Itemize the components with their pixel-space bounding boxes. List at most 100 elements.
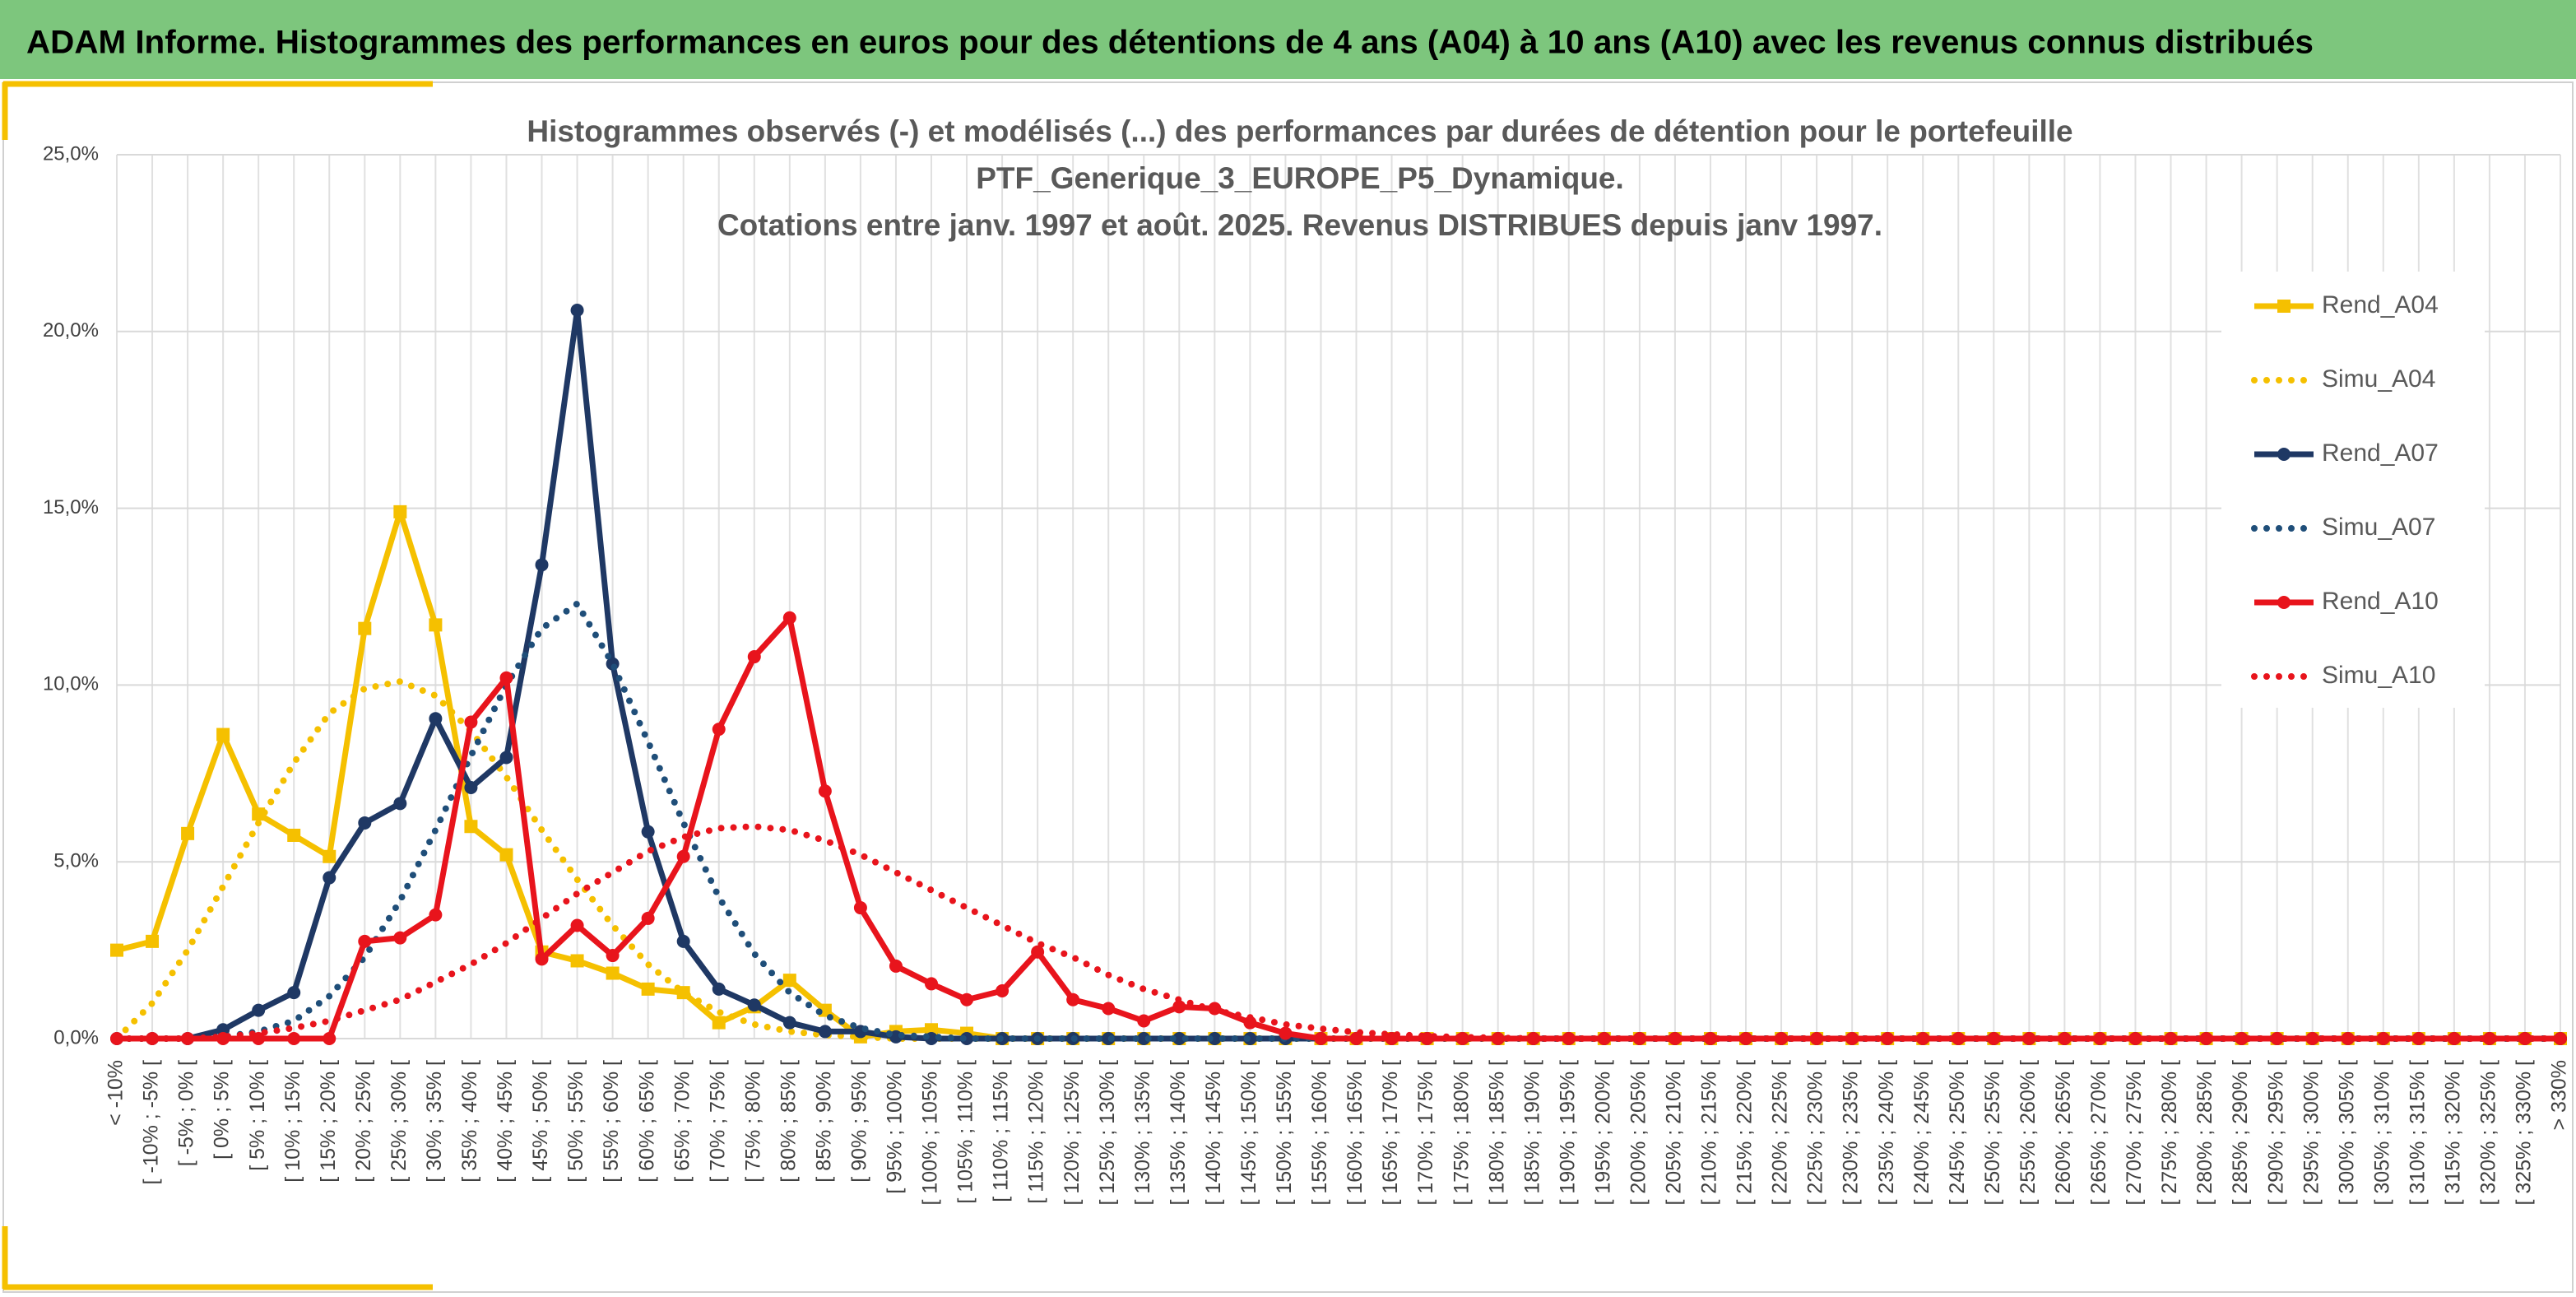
x-tick-label: [ 75% ; 80% [ (741, 1060, 764, 1183)
marker (535, 558, 549, 572)
x-tick-label: [ 25% ; 30% [ (388, 1060, 411, 1183)
x-tick-label: [ 230% ; 235% [ (1840, 1060, 1863, 1206)
x-tick-label: [ 70% ; 75% [ (706, 1060, 729, 1183)
legend-box (2221, 272, 2485, 708)
marker (996, 984, 1010, 998)
marker (782, 974, 796, 988)
marker (2554, 1032, 2567, 1045)
marker (146, 934, 160, 948)
x-tick-label: > 330% (2548, 1060, 2571, 1131)
x-tick-label: [ 290% ; 295% [ (2264, 1060, 2287, 1206)
header-title: ADAM Informe. Histogrammes des performan… (26, 25, 2314, 61)
y-tick-label: 25,0% (43, 142, 99, 165)
marker (747, 998, 761, 1012)
legend: Rend_A04 Simu_A04 Rend_A07 Simu_A07 Rend_A10… (2221, 272, 2485, 708)
marker (1137, 1032, 1151, 1045)
x-tick-label: [ 255% ; 260% [ (2017, 1060, 2040, 1206)
x-tick-label: [ 110% ; 115% [ (990, 1060, 1013, 1202)
marker (747, 650, 761, 664)
x-tick-label: [ 210% ; 215% [ (1698, 1060, 1721, 1206)
marker (1668, 1032, 1682, 1045)
x-tick-label: [ 315% ; 320% [ (2441, 1060, 2464, 1206)
marker (960, 993, 974, 1006)
x-tick-label: [ 20% ; 25% [ (352, 1060, 375, 1183)
x-tick-label: [ 180% ; 185% [ (1485, 1060, 1508, 1206)
x-tick-label: [ 50% ; 55% [ (564, 1060, 587, 1183)
marker (641, 911, 655, 925)
marker (535, 952, 549, 966)
marker (782, 611, 796, 625)
x-tick-label: [ 130% ; 135% [ (1131, 1060, 1154, 1206)
marker (570, 954, 584, 968)
marker (252, 1003, 266, 1017)
marker (2482, 1032, 2496, 1045)
chart-title-line: PTF_Generique_3_EUROPE_P5_Dynamique. (976, 161, 1624, 195)
series-line (117, 307, 2560, 1042)
marker (499, 848, 513, 862)
x-tick-label: [ 190% ; 195% [ (1556, 1060, 1579, 1206)
marker (1031, 945, 1045, 959)
marker (641, 982, 655, 996)
x-tick-label: [ 275% ; 280% [ (2158, 1060, 2181, 1206)
x-tick-label: [ -5% ; 0% [ (175, 1060, 198, 1166)
marker (464, 715, 478, 729)
marker (287, 828, 301, 842)
x-tick-label: [ 5% ; 10% [ (246, 1060, 269, 1171)
x-tick-label: [ 265% ; 270% [ (2087, 1060, 2110, 1206)
header-bar (0, 0, 2576, 79)
marker (925, 977, 938, 991)
x-tick-label: [ 220% ; 225% [ (1769, 1060, 1792, 1206)
x-tick-label: [ 250% ; 255% [ (1981, 1060, 2004, 1206)
series-line (117, 615, 2560, 1042)
chart-title: Histogrammes observés (-) et modélisés (… (527, 114, 2072, 242)
marker (393, 797, 407, 811)
marker (287, 1032, 301, 1045)
marker (1243, 1016, 1257, 1030)
x-tick-label: [ 280% ; 285% [ (2193, 1060, 2216, 1206)
marker (2164, 1032, 2178, 1045)
marker (429, 618, 443, 632)
x-tick-label: [ 120% ; 125% [ (1061, 1060, 1084, 1206)
marker (1066, 993, 1080, 1006)
x-tick-label: [ 200% ; 205% [ (1627, 1060, 1650, 1206)
x-tick-label: [ 165% ; 170% [ (1379, 1060, 1402, 1206)
marker (1987, 1032, 2001, 1045)
x-tick-label: [ 155% ; 160% [ (1308, 1060, 1331, 1206)
marker (393, 931, 407, 945)
marker (676, 849, 690, 863)
marker (1172, 1032, 1186, 1045)
x-tick-label: [ 225% ; 230% [ (1804, 1060, 1827, 1206)
x-tick-label: [ 95% ; 100% [ (884, 1060, 907, 1194)
legend-label: Rend_A07 (2322, 439, 2439, 467)
x-tick-label: [ -10% ; -5% [ (140, 1060, 163, 1184)
marker (853, 901, 867, 915)
marker (2447, 1032, 2461, 1045)
x-tick-label: [ 320% ; 325% [ (2477, 1060, 2500, 1206)
legend-label: Simu_A07 (2322, 514, 2435, 541)
marker (2235, 1032, 2249, 1045)
marker (358, 816, 372, 830)
legend-label: Rend_A04 (2322, 291, 2439, 318)
x-tick-label: [ 80% ; 85% [ (777, 1060, 800, 1183)
x-tick-label: [ 145% ; 150% [ (1237, 1060, 1260, 1206)
plot (110, 304, 2567, 1045)
marker (1208, 1032, 1222, 1045)
marker (818, 1025, 832, 1039)
marker (570, 918, 584, 932)
marker (287, 986, 301, 1000)
x-tick-label: [ 150% ; 155% [ (1273, 1060, 1296, 1206)
x-tick-label: [ 60% ; 65% [ (635, 1060, 658, 1183)
x-tick-label: [ 40% ; 45% [ (494, 1060, 517, 1183)
legend-marker (2277, 596, 2291, 609)
marker (2199, 1032, 2213, 1045)
legend-marker (2277, 300, 2291, 313)
x-tick-label: [ 90% ; 95% [ (848, 1060, 871, 1183)
x-tick-label: [ 235% ; 240% [ (1875, 1060, 1898, 1206)
chart-frame (2, 81, 2574, 1293)
x-tick-label: [ 215% ; 220% [ (1734, 1060, 1757, 1206)
marker (181, 826, 195, 840)
legend-label: Simu_A04 (2322, 365, 2435, 393)
marker (499, 671, 513, 685)
y-tick-label: 15,0% (43, 496, 99, 518)
legend-label: Rend_A10 (2322, 588, 2439, 615)
